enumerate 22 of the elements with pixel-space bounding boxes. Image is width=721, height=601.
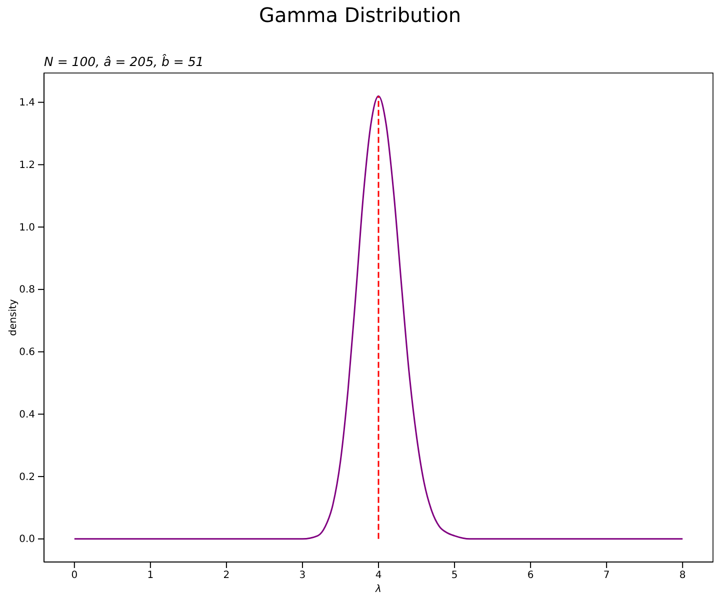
- x-tick-label: 3: [299, 570, 306, 582]
- y-tick-label: 0.2: [19, 472, 35, 483]
- x-tick-label: 8: [679, 570, 686, 582]
- y-tick-label: 1.0: [19, 222, 35, 234]
- chart-title: Gamma Distribution: [258, 3, 462, 27]
- x-tick-label: 1: [147, 570, 154, 582]
- y-tick-label: 0.6: [19, 347, 35, 358]
- chart-subtitle: N = 100, â = 205, b̂ = 51: [44, 54, 204, 69]
- y-tick-label: 0.0: [19, 534, 35, 546]
- x-tick-label: 0: [71, 570, 78, 582]
- x-tick-label: 6: [527, 570, 534, 582]
- y-tick-label: 0.8: [19, 284, 35, 296]
- x-tick-label: 2: [223, 570, 230, 582]
- x-axis-title: λ: [374, 584, 382, 595]
- y-tick-label: 1.2: [19, 160, 35, 171]
- y-tick-label: 0.4: [19, 409, 35, 420]
- y-tick-label: 1.4: [19, 98, 35, 109]
- x-tick-label: 4: [375, 570, 382, 582]
- x-tick-label: 7: [603, 570, 610, 582]
- line-series: [74, 95, 684, 540]
- y-axis-title: density: [8, 299, 19, 336]
- x-tick-label: 5: [451, 570, 458, 582]
